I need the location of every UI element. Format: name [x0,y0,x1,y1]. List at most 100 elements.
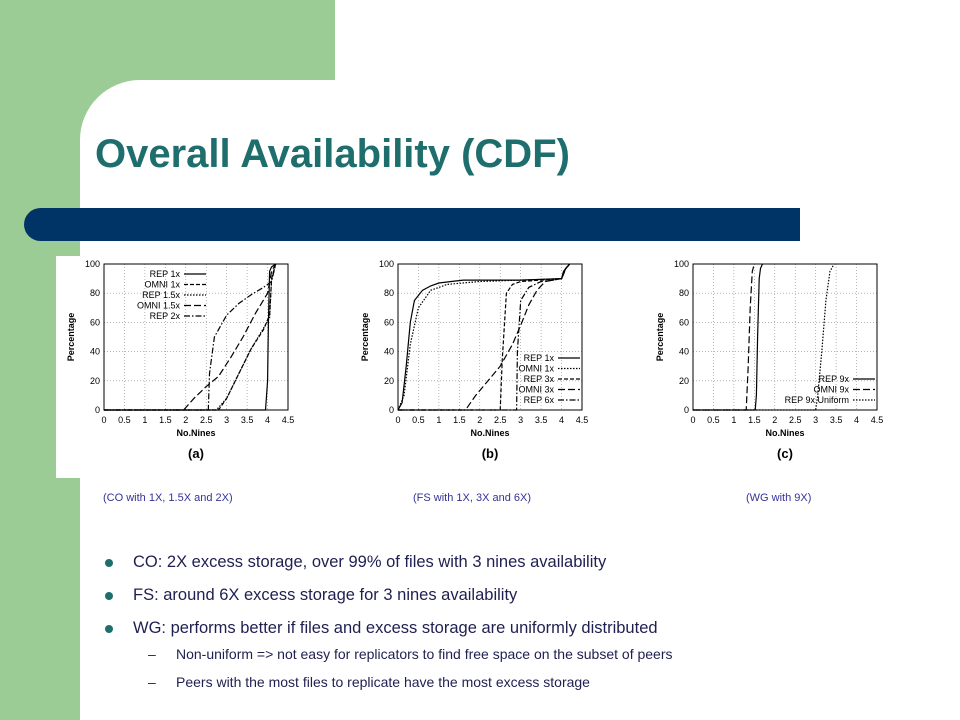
x-tick-label: 0 [395,415,400,425]
y-tick-label: 80 [90,288,100,298]
x-axis-label: No.Nines [176,428,215,438]
x-tick-label: 0.5 [412,415,425,425]
x-tick-label: 3 [224,415,229,425]
series-line-rep-9x [693,263,764,411]
x-tick-label: 4.5 [282,415,295,425]
y-tick-label: 80 [384,288,394,298]
y-tick-label: 60 [679,317,689,327]
caption-b: (FS with 1X, 3X and 6X) [413,492,531,504]
x-tick-label: 2 [477,415,482,425]
y-tick-label: 40 [384,347,394,357]
x-tick-label: 0 [101,415,106,425]
sub-bullet-item: – Peers with the most files to replicate … [148,668,673,696]
legend-label: OMNI 1x [144,280,180,290]
panel-label: (c) [777,446,793,461]
y-axis-label: Percentage [66,313,76,362]
sub-bullet-marker: – [148,674,156,690]
sub-bullet-text: Peers with the most files to replicate h… [176,674,590,690]
legend-label: REP 2x [150,311,181,321]
legend-label: REP 9x [819,374,850,384]
legend-label: REP 1x [150,269,181,279]
x-tick-label: 1 [436,415,441,425]
series-line-omni-9x [693,263,755,411]
y-tick-label: 0 [684,405,689,415]
bullet-item: WG: performs better if files and excess … [105,612,945,645]
bullet-item: FS: around 6X excess storage for 3 nines… [105,579,945,612]
legend-label: OMNI 9x [813,385,849,395]
x-tick-label: 0.5 [707,415,720,425]
sub-bullet-item: – Non-uniform => not easy for replicators… [148,640,673,668]
y-tick-label: 100 [674,259,689,269]
sub-bullet-marker: – [148,646,156,662]
x-tick-label: 1.5 [159,415,172,425]
x-tick-label: 1.5 [453,415,466,425]
x-tick-label: 1 [731,415,736,425]
x-tick-label: 2.5 [789,415,802,425]
y-tick-label: 100 [85,259,100,269]
y-axis-label: Percentage [655,313,665,362]
plot-frame [692,263,878,411]
panel-label: (a) [188,446,204,461]
legend-label: REP 1.5x [142,290,180,300]
series-line-rep-1x [104,263,277,411]
series-line-rep-6x [398,263,571,411]
y-axis-label: Percentage [360,313,370,362]
legend-label: REP 9x Uniform [785,395,849,405]
x-tick-label: 4 [854,415,859,425]
panel-label: (b) [482,446,499,461]
chart-c: 0 0.5 1 1.5 2 2.5 3 3.5 4 4.5 0 20 40 60 80 100 No.Nines… [655,259,884,461]
bullet-list: CO: 2X excess storage, over 99% of files… [105,546,945,645]
slide-title: Overall Availability (CDF) [95,132,570,176]
x-tick-label: 0.5 [118,415,131,425]
legend-label: OMNI 3x [518,385,554,395]
x-tick-label: 4.5 [871,415,884,425]
bullet-item: CO: 2X excess storage, over 99% of files… [105,546,945,579]
series-line-rep-9x-uniform [693,263,835,411]
plot-frame [103,263,289,411]
legend-label: REP 1x [524,353,555,363]
x-tick-label: 1 [142,415,147,425]
sub-bullet-text: Non-uniform => not easy for replicators … [176,646,673,662]
x-tick-label: 4.5 [576,415,589,425]
plot-frame [397,263,583,411]
caption-c: (WG with 9X) [746,492,812,504]
x-tick-label: 4 [265,415,270,425]
y-tick-label: 60 [384,317,394,327]
chart-a: 0 0.5 1 1.5 2 2.5 3 3.5 4 4.5 0 20 40 60 80 100 No.Nines… [66,259,295,461]
title-underline-bar [24,208,800,241]
x-tick-label: 2 [183,415,188,425]
x-tick-label: 2.5 [200,415,213,425]
x-axis-label: No.Nines [765,428,804,438]
y-tick-label: 80 [679,288,689,298]
x-axis-label: No.Nines [470,428,509,438]
y-tick-label: 60 [90,317,100,327]
caption-a: (CO with 1X, 1.5X and 2X) [103,492,233,504]
y-tick-label: 100 [379,259,394,269]
y-tick-label: 20 [90,376,100,386]
top-green-band [0,0,335,80]
legend-label: REP 3x [524,374,555,384]
x-tick-label: 2.5 [494,415,507,425]
x-tick-label: 1.5 [748,415,761,425]
y-tick-label: 40 [90,347,100,357]
series-line-rep-2x [104,263,277,411]
y-tick-label: 20 [384,376,394,386]
x-tick-label: 3.5 [241,415,254,425]
y-tick-label: 40 [679,347,689,357]
x-tick-label: 3.5 [535,415,548,425]
series-line-omni-1-5x [104,263,277,411]
x-tick-label: 0 [690,415,695,425]
x-tick-label: 3.5 [830,415,843,425]
x-tick-label: 3 [813,415,818,425]
sub-bullet-list: – Non-uniform => not easy for replicators… [148,640,673,696]
x-tick-label: 4 [559,415,564,425]
series-line-omni-1x [104,263,277,411]
y-tick-label: 0 [389,405,394,415]
x-tick-label: 3 [518,415,523,425]
legend-label: OMNI 1x [518,364,554,374]
x-tick-label: 2 [772,415,777,425]
y-tick-label: 0 [95,405,100,415]
chart-b: 0 0.5 1 1.5 2 2.5 3 3.5 4 4.5 0 20 40 60 80 100 No.Nines… [360,259,589,461]
y-tick-label: 20 [679,376,689,386]
series-line-omni-1x [397,263,571,411]
